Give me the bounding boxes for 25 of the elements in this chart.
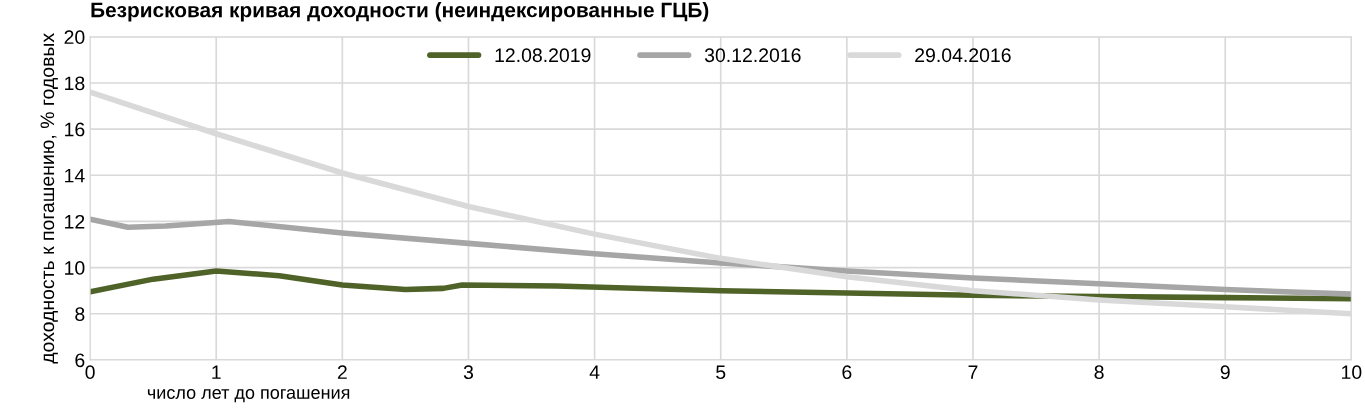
- legend-label: 12.08.2019: [495, 48, 591, 63]
- y-tick-label: 20: [64, 30, 85, 45]
- chart-title: Безрисковая кривая доходности (неиндексированные ГЦБ): [91, 2, 709, 22]
- y-tick-label: 10: [65, 261, 85, 275]
- x-tick-label: 10: [1342, 365, 1362, 380]
- x-tick-label: 8: [1094, 365, 1104, 380]
- y-tick-label: 18: [65, 76, 85, 91]
- x-tick-label: 4: [589, 365, 600, 379]
- x-axis-title: число лет до погашения: [147, 389, 350, 403]
- y-tick-label: 8: [75, 307, 85, 321]
- x-tick-label: 7: [968, 365, 978, 379]
- legend-label: 30.12.2016: [704, 48, 801, 63]
- x-tick-label: 9: [1220, 365, 1230, 380]
- y-axis-title: доходность к погашению, % годовых: [40, 33, 58, 364]
- x-tick-label: 0: [85, 365, 95, 380]
- x-tick-label: 6: [842, 365, 852, 380]
- x-tick-label: 3: [463, 365, 474, 380]
- y-tick-label: 14: [65, 168, 85, 183]
- legend-label: 29.04.2016: [915, 48, 1011, 63]
- x-tick-label: 5: [716, 365, 726, 380]
- x-tick-label: 2: [337, 365, 347, 379]
- y-tick-label: 16: [65, 122, 85, 137]
- x-tick-label: 1: [212, 365, 221, 379]
- y-tick-label: 12: [65, 214, 85, 229]
- y-tick-label: 6: [75, 353, 85, 368]
